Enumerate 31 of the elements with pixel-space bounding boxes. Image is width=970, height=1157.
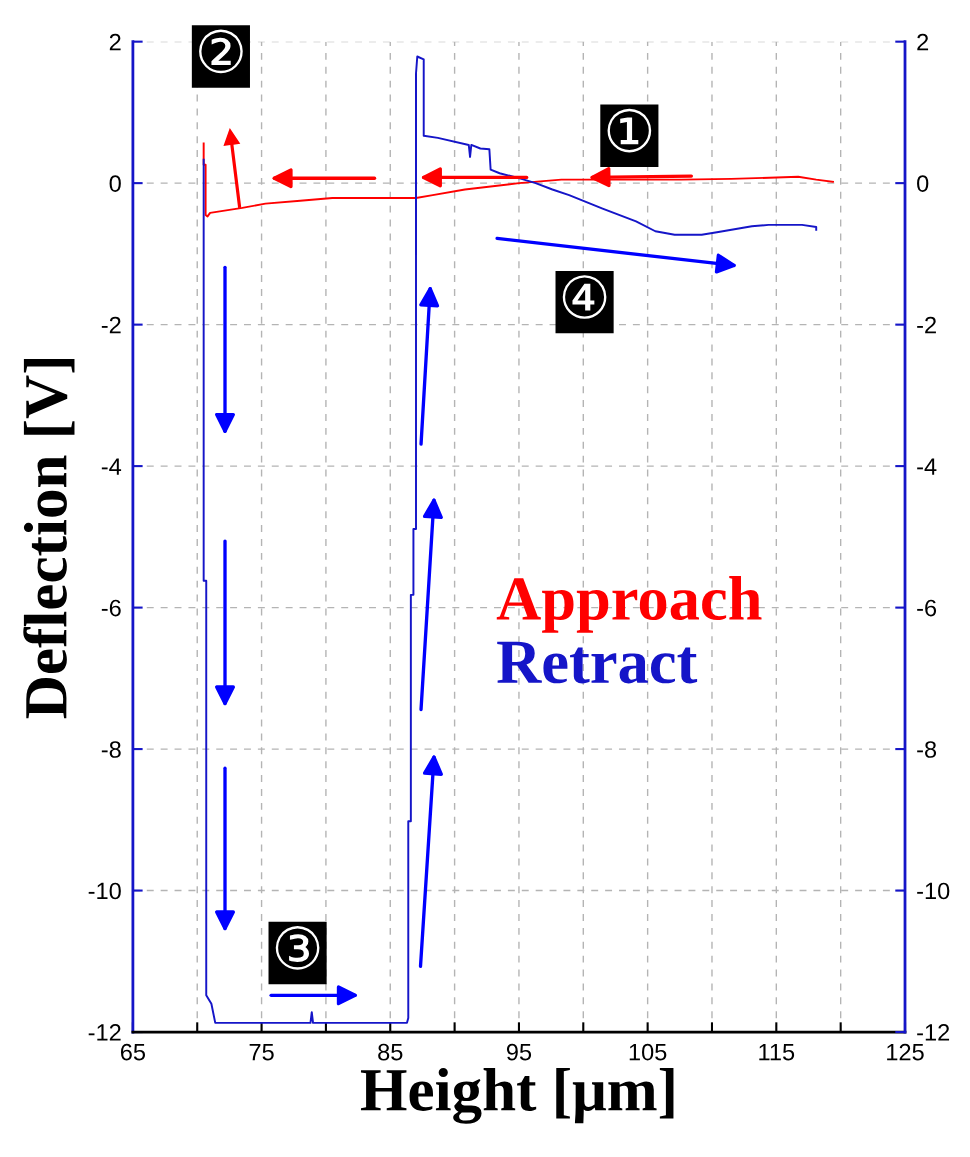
series-label: Retract	[497, 641, 698, 684]
x-tick-label: 65	[120, 1043, 146, 1061]
annotation: ③	[275, 926, 320, 970]
y2-tick-label: 0	[917, 175, 929, 192]
text: Approach	[496, 576, 762, 633]
y-tick-label: -12	[88, 1024, 121, 1041]
x-tick-label: 125	[887, 1043, 924, 1061]
x-tick-label: 105	[629, 1043, 667, 1061]
annotation: ①	[607, 108, 652, 153]
x-tick-label: 115	[759, 1044, 795, 1061]
x-tick-label: 95	[506, 1043, 532, 1061]
y-tick-label: -2	[101, 316, 121, 334]
x-tick-label: 75	[249, 1044, 274, 1061]
y2-tick-label: -2	[917, 316, 936, 334]
y-tick-label: 0	[109, 175, 121, 192]
annotation: ②	[199, 29, 243, 74]
y-axis-title: Deflection [V]	[23, 358, 75, 719]
y2-tick-label: 2	[917, 33, 929, 51]
y2-tick-label: -10	[917, 882, 950, 900]
y2-tick-label: -12	[917, 1024, 950, 1041]
y-tick-label: 2	[109, 33, 121, 51]
x-axis-title: Height [μm]	[360, 1067, 674, 1124]
y2-tick-label: -8	[917, 741, 937, 758]
y-tick-label: -8	[101, 741, 121, 758]
annotation: ④	[562, 275, 607, 319]
y2-tick-label: -6	[917, 599, 937, 617]
y2-tick-label: -4	[917, 458, 937, 475]
y-tick-label: -4	[101, 458, 122, 475]
y-tick-label: -10	[88, 882, 121, 900]
y-tick-label: -6	[101, 599, 121, 617]
x-tick-label: 85	[378, 1043, 403, 1061]
